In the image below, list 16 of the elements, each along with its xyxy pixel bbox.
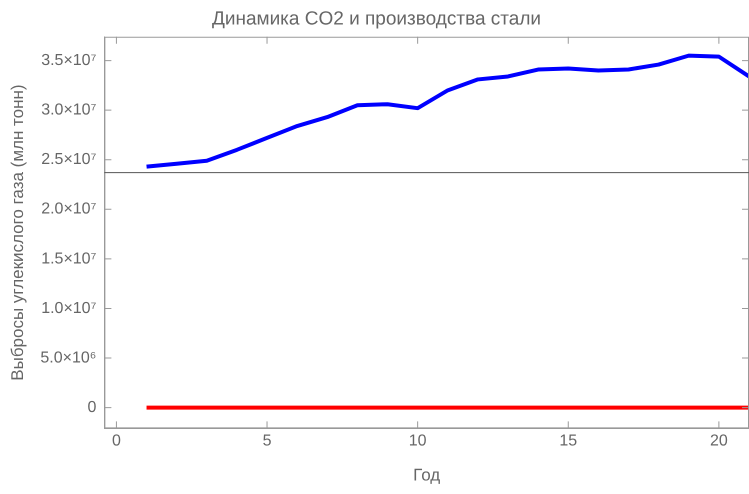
y-tick-label: 1.5×10⁷ [41,250,97,268]
y-tick-label: 2.0×10⁷ [41,200,97,218]
x-tick-label: 5 [262,432,272,450]
y-axis-title: Выбросы углекислого газа (млн тонн) [8,84,27,381]
chart-title: Динамика CO2 и производства стали [212,8,542,30]
x-tick-label: 20 [710,432,728,450]
y-tick-label: 5.0×10⁶ [40,349,96,366]
y-tick-label: 1.0×10⁷ [41,300,97,317]
y-tick-label: 3.5×10⁷ [41,52,97,69]
x-tick-label: 15 [559,432,578,450]
y-tick-label: 0 [87,398,96,416]
x-tick-label: 10 [408,432,427,450]
y-tick-label: 2.5×10⁷ [41,151,97,168]
x-axis-title: Год [413,465,440,484]
y-tick-label: 3.0×10⁷ [41,102,97,119]
x-tick-label: 0 [112,432,121,450]
